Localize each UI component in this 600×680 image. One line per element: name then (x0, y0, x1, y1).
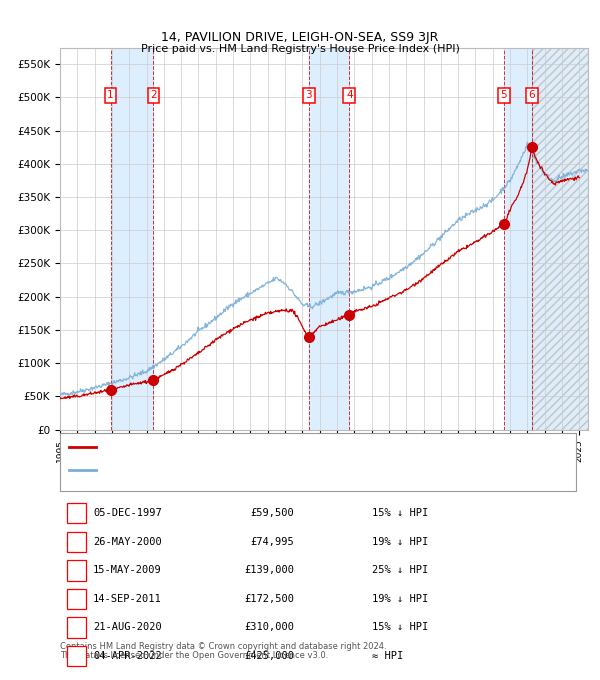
Text: ≈ HPI: ≈ HPI (372, 651, 403, 661)
Text: 15-MAY-2009: 15-MAY-2009 (93, 565, 162, 575)
Text: 5: 5 (73, 622, 80, 632)
Bar (110, 48, 154, 430)
Text: 05-DEC-1997: 05-DEC-1997 (93, 508, 162, 518)
Text: 2: 2 (150, 90, 157, 101)
Text: 5: 5 (500, 90, 507, 101)
Text: 04-APR-2022: 04-APR-2022 (93, 651, 162, 661)
Text: 2: 2 (73, 537, 80, 547)
Text: 21-AUG-2020: 21-AUG-2020 (93, 622, 162, 632)
Text: 25% ↓ HPI: 25% ↓ HPI (372, 565, 428, 575)
Bar (532, 48, 588, 430)
Text: This data is licensed under the Open Government Licence v3.0.: This data is licensed under the Open Gov… (60, 651, 328, 660)
Text: 6: 6 (73, 651, 80, 661)
Text: £310,000: £310,000 (244, 622, 294, 632)
Text: 3: 3 (73, 565, 80, 575)
Bar (504, 48, 532, 430)
Text: £74,995: £74,995 (250, 537, 294, 547)
Text: 3: 3 (305, 90, 312, 101)
Text: 15% ↓ HPI: 15% ↓ HPI (372, 622, 428, 632)
Text: 4: 4 (73, 594, 80, 604)
Bar (309, 48, 349, 430)
Text: 1: 1 (73, 508, 80, 518)
Text: 14, PAVILION DRIVE, LEIGH-ON-SEA, SS9 3JR (semi-detached house): 14, PAVILION DRIVE, LEIGH-ON-SEA, SS9 3J… (102, 441, 440, 452)
Bar (532, 48, 588, 430)
Text: HPI: Average price, semi-detached house, Southend-on-Sea: HPI: Average price, semi-detached house,… (102, 465, 400, 475)
Text: Price paid vs. HM Land Registry's House Price Index (HPI): Price paid vs. HM Land Registry's House … (140, 44, 460, 54)
Text: 26-MAY-2000: 26-MAY-2000 (93, 537, 162, 547)
Text: 4: 4 (346, 90, 353, 101)
Text: £59,500: £59,500 (250, 508, 294, 518)
Text: £425,000: £425,000 (244, 651, 294, 661)
Text: 19% ↓ HPI: 19% ↓ HPI (372, 537, 428, 547)
Text: 15% ↓ HPI: 15% ↓ HPI (372, 508, 428, 518)
Text: Contains HM Land Registry data © Crown copyright and database right 2024.: Contains HM Land Registry data © Crown c… (60, 642, 386, 651)
Text: £139,000: £139,000 (244, 565, 294, 575)
Text: 14-SEP-2011: 14-SEP-2011 (93, 594, 162, 604)
Text: 1: 1 (107, 90, 114, 101)
Text: 19% ↓ HPI: 19% ↓ HPI (372, 594, 428, 604)
Text: 6: 6 (529, 90, 535, 101)
Text: 14, PAVILION DRIVE, LEIGH-ON-SEA, SS9 3JR: 14, PAVILION DRIVE, LEIGH-ON-SEA, SS9 3J… (161, 31, 439, 44)
Text: £172,500: £172,500 (244, 594, 294, 604)
